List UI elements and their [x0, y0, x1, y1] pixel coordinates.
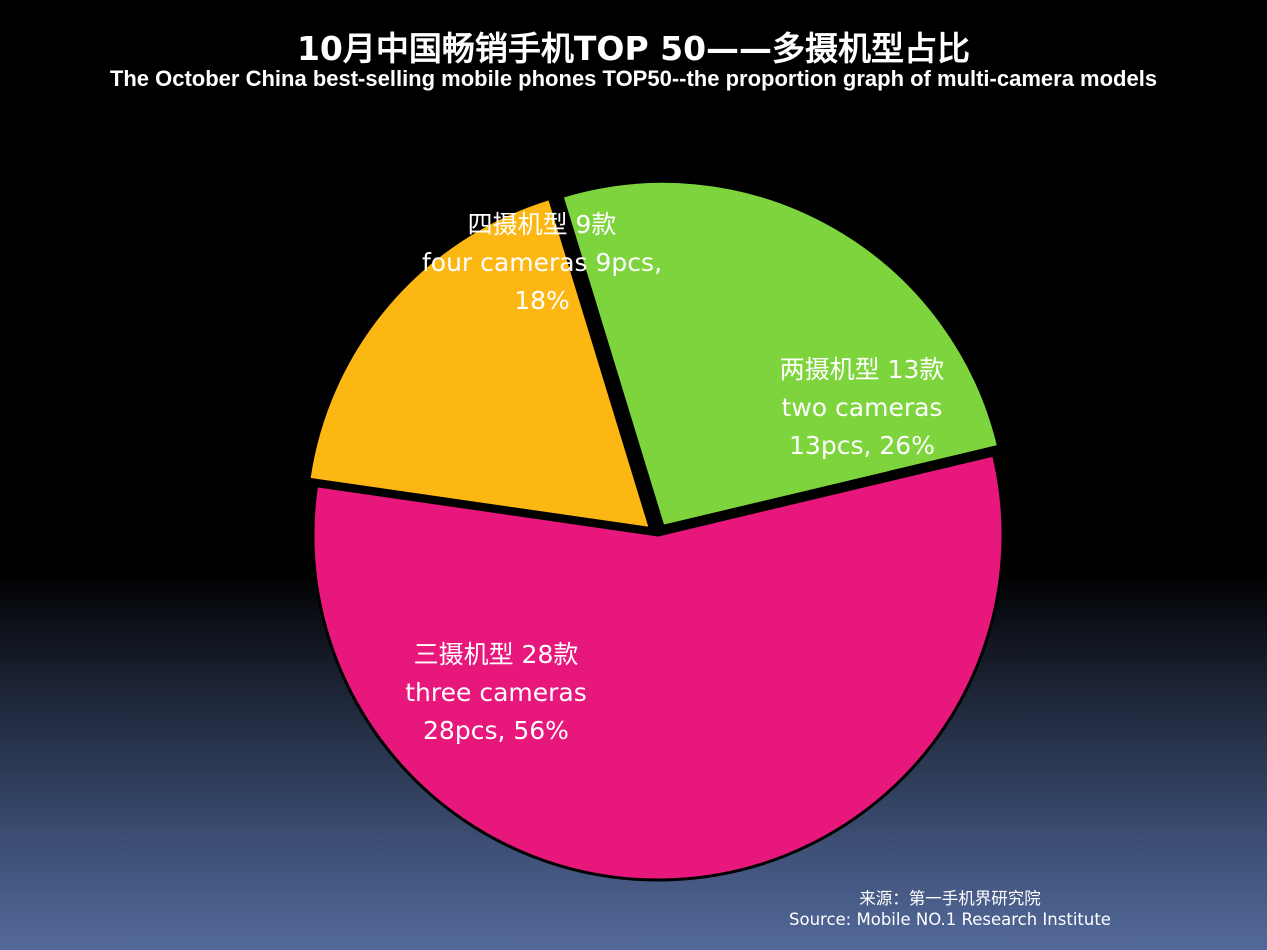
slice-label-line: 28pcs, 56% [423, 716, 569, 745]
slice-label-line: 四摄机型 9款 [468, 210, 617, 239]
pie-slice-three-cameras [311, 453, 1005, 882]
chart-title: 10月中国畅销手机TOP 50——多摄机型占比 [296, 29, 971, 68]
slice-label-two-cameras: 两摄机型 13款 two cameras 13pcs, 26% [780, 355, 945, 460]
source-line-english: Source: Mobile NO.1 Research Institute [789, 910, 1111, 929]
slice-label-line: two cameras [782, 393, 943, 422]
chart-subtitle: The October China best-selling mobile ph… [109, 66, 1158, 91]
pie-slice-two-cameras [560, 179, 1001, 528]
slice-label-four-cameras: 四摄机型 9款 four cameras 9pcs, 18% [422, 210, 662, 315]
slice-label-line: four cameras 9pcs, [422, 248, 662, 277]
slice-label-three-cameras: 三摄机型 28款 three cameras 28pcs, 56% [405, 640, 587, 745]
slice-label-line: 13pcs, 26% [789, 431, 935, 460]
slice-label-line: 18% [514, 286, 570, 315]
slice-label-line: three cameras [405, 678, 587, 707]
slice-label-line: 两摄机型 13款 [780, 355, 945, 384]
pie-slice-four-cameras [307, 197, 652, 530]
pie-labels: 两摄机型 13款 two cameras 13pcs, 26% 三摄机型 28款 thr… [405, 210, 944, 745]
source-line-chinese: 来源：第一手机界研究院 [859, 889, 1041, 908]
slice-label-line: 三摄机型 28款 [414, 640, 579, 669]
source-note: 来源：第一手机界研究院 Source: Mobile NO.1 Research… [780, 888, 1120, 930]
pie-slices [307, 179, 1005, 882]
